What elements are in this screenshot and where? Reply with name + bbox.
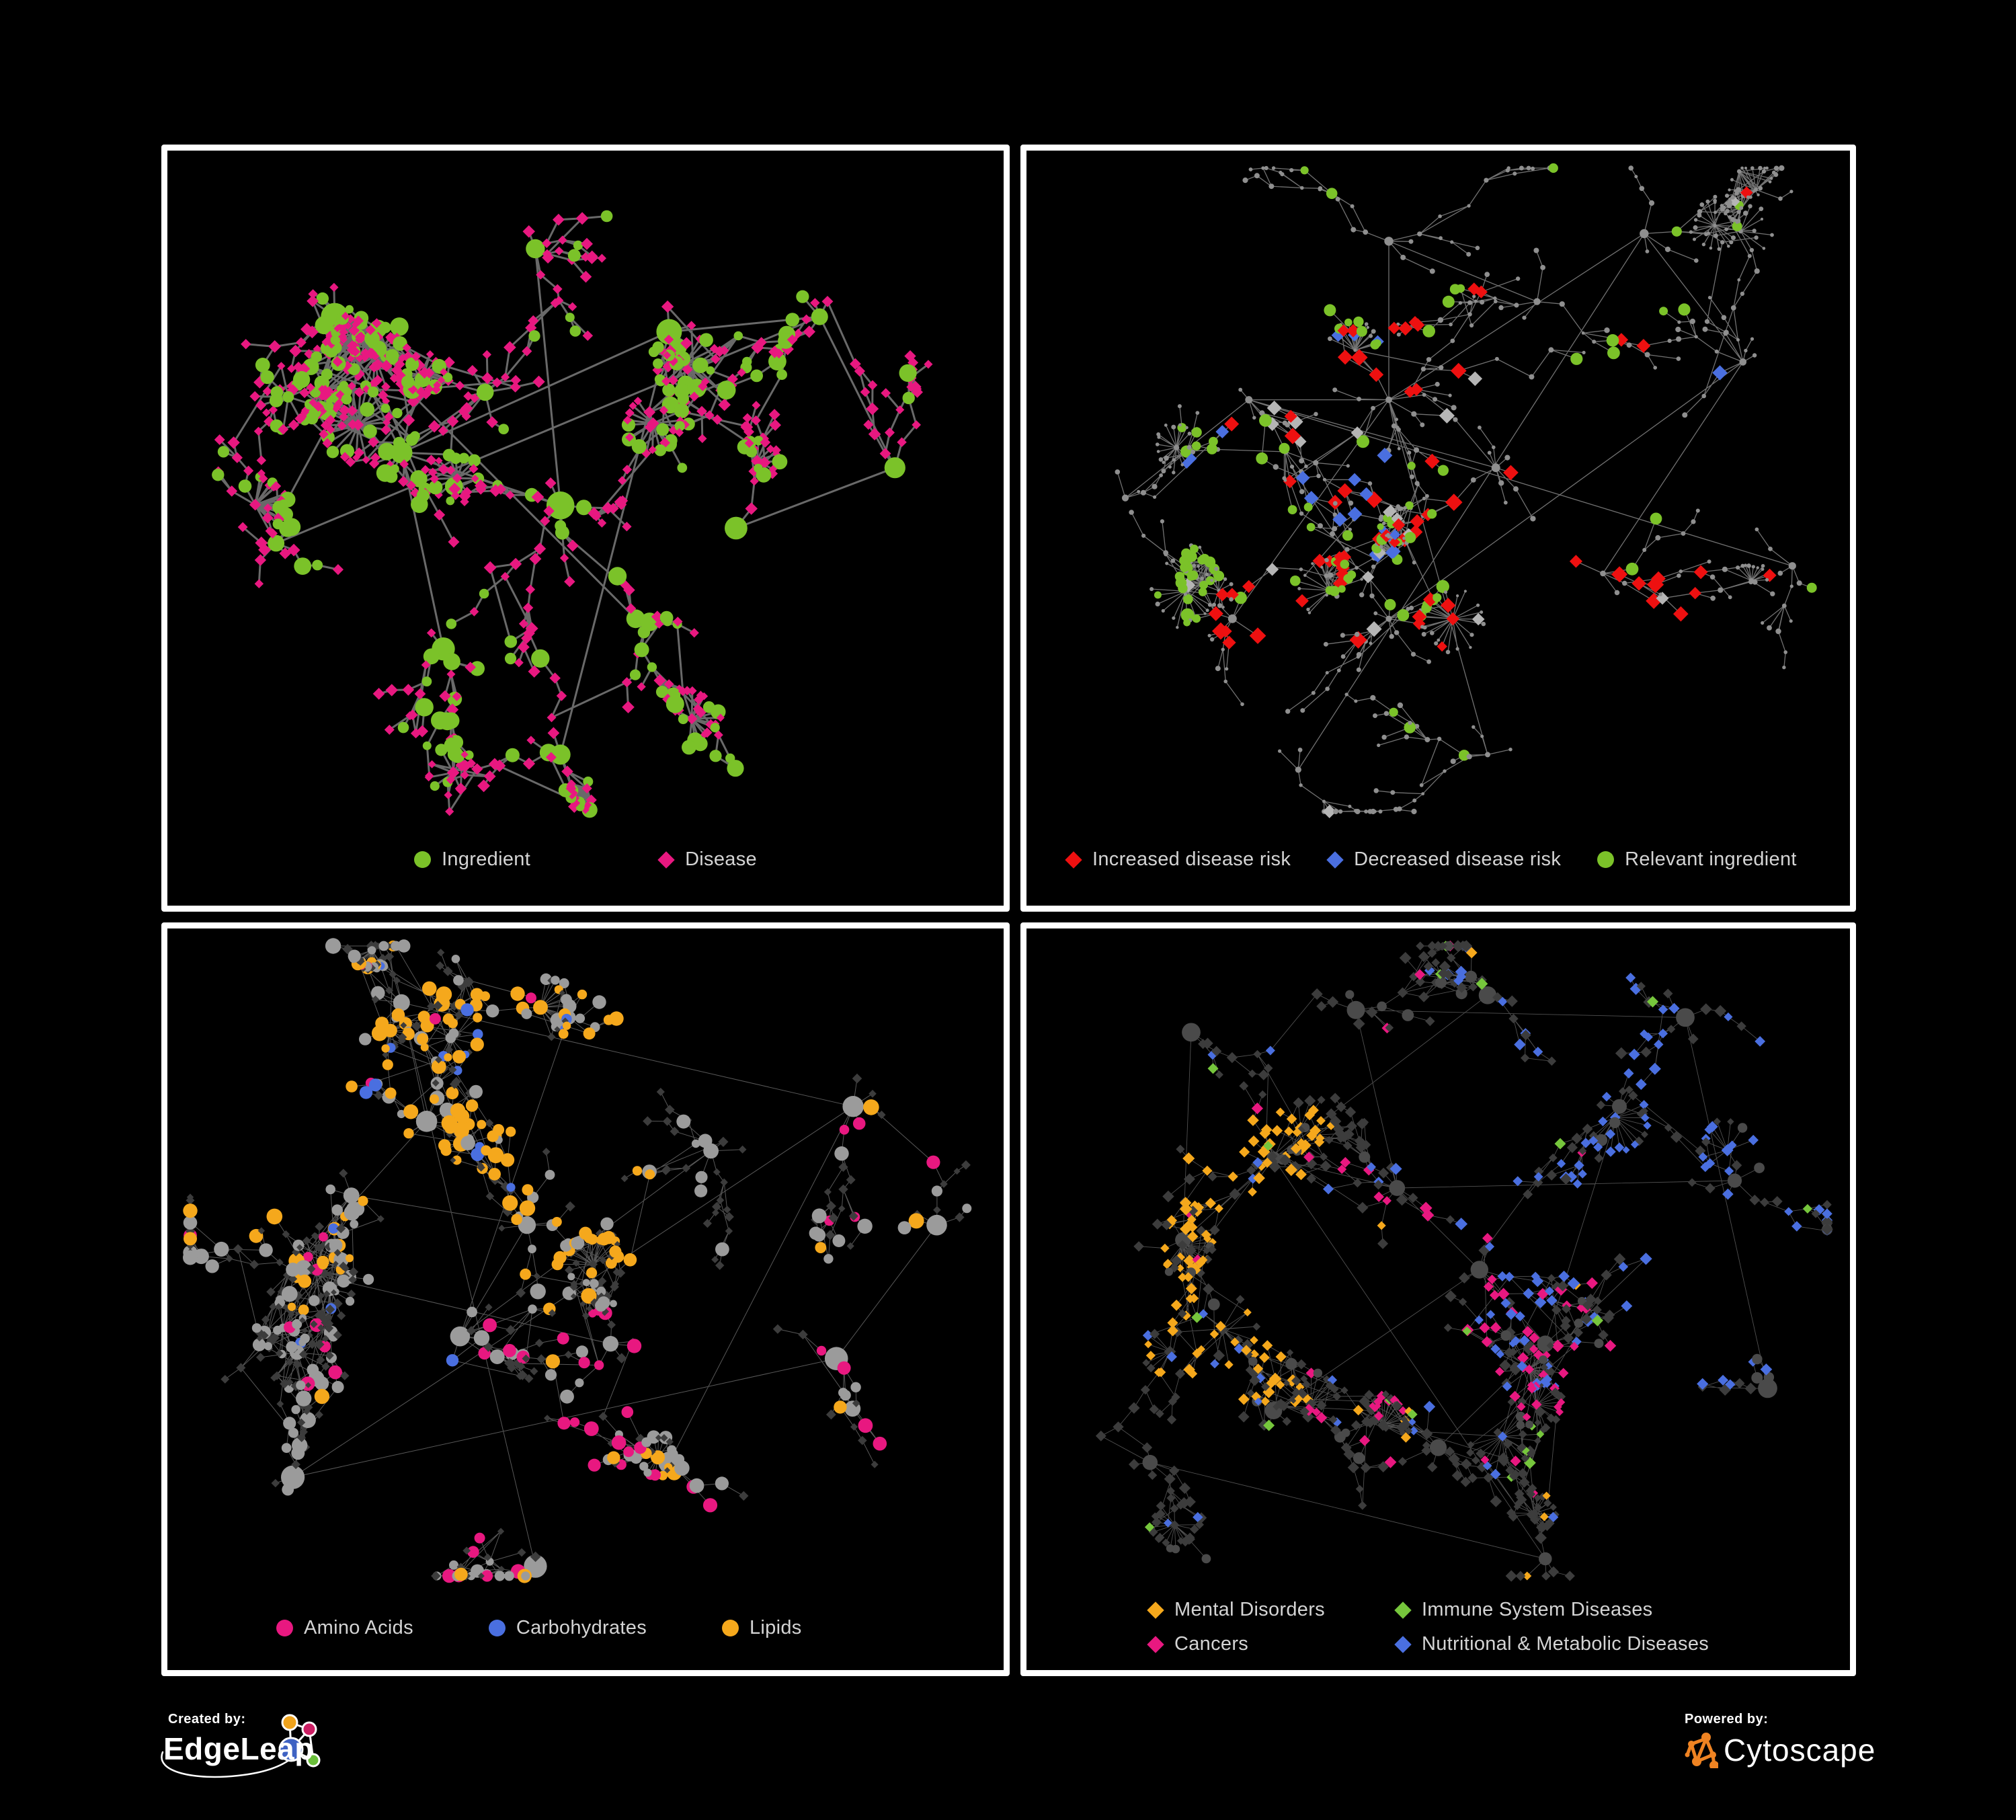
ingredient-disease-network xyxy=(212,210,933,818)
panel-ingredient-disease: Ingredient Disease xyxy=(161,145,1010,912)
cytoscape-wordmark: Cytoscape xyxy=(1724,1733,1876,1768)
macronutrient-network xyxy=(183,938,972,1583)
immune-diseases-diamond-icon xyxy=(1394,1601,1412,1619)
edgeleap-wordmark: EdgeLeap xyxy=(163,1731,314,1766)
carbohydrates-circle-icon xyxy=(488,1620,506,1636)
increased-risk-diamond-icon xyxy=(1065,850,1082,869)
legend-item-carbohydrates: Carbohydrates xyxy=(488,1617,647,1639)
panel-macronutrients: Amino Acids Carbohydrates Lipids xyxy=(161,922,1010,1676)
legend-item-disease: Disease xyxy=(657,848,757,871)
legend-item-immune-system-diseases: Immune System Diseases xyxy=(1394,1599,1709,1621)
edgeleap-logo: Created by: EdgeLeap xyxy=(153,1710,348,1791)
legend-label: Ingredient xyxy=(442,848,531,870)
legend-label: Lipids xyxy=(750,1617,802,1638)
legend-item-cancers: Cancers xyxy=(1147,1633,1395,1655)
legend-item-ingredient: Ingredient xyxy=(414,848,530,871)
powered-by-label: Powered by: xyxy=(1685,1712,1769,1727)
legend-label: Increased disease risk xyxy=(1092,848,1291,870)
amino-acids-circle-icon xyxy=(276,1620,293,1636)
ingredient-circle-icon xyxy=(414,851,432,868)
legend-label: Nutritional & Metabolic Diseases xyxy=(1422,1633,1709,1655)
legend-item-increased-risk: Increased disease risk xyxy=(1065,848,1291,871)
nutritional-metabolic-diamond-icon xyxy=(1394,1635,1412,1653)
legend-label: Cancers xyxy=(1174,1633,1249,1655)
cytoscape-logo: Powered by: Cytoscape xyxy=(1683,1710,1875,1781)
relevant-ingredient-circle-icon xyxy=(1597,851,1615,868)
disease-risk-network xyxy=(1115,163,1817,818)
created-by-label: Created by: xyxy=(168,1712,246,1727)
legend-label: Disease xyxy=(685,848,757,870)
disease-category-network xyxy=(1095,940,1833,1582)
legend-item-decreased-risk: Decreased disease risk xyxy=(1326,848,1562,871)
legend-disease-risk: Increased disease risk Decreased disease… xyxy=(1026,848,1850,871)
legend-item-relevant-ingredient: Relevant ingredient xyxy=(1597,848,1797,871)
legend-item-lipids: Lipids xyxy=(722,1617,802,1639)
legend-label: Mental Disorders xyxy=(1174,1599,1325,1620)
panel-disease-categories: Mental Disorders Immune System Diseases … xyxy=(1020,922,1856,1676)
legend-item-nutritional-metabolic-diseases: Nutritional & Metabolic Diseases xyxy=(1394,1633,1709,1655)
legend-macronutrients: Amino Acids Carbohydrates Lipids xyxy=(167,1617,1004,1639)
cytoscape-network-icon xyxy=(1685,1733,1718,1768)
panel-disease-risk: Increased disease risk Decreased disease… xyxy=(1020,145,1856,912)
legend-item-mental-disorders: Mental Disorders xyxy=(1147,1599,1395,1621)
disease-diamond-icon xyxy=(657,850,675,869)
legend-disease-categories: Mental Disorders Immune System Diseases … xyxy=(1147,1599,1709,1655)
legend-item-amino-acids: Amino Acids xyxy=(276,1617,413,1639)
cancers-diamond-icon xyxy=(1147,1635,1164,1653)
mental-disorders-diamond-icon xyxy=(1147,1601,1164,1619)
lipids-circle-icon xyxy=(722,1620,739,1636)
legend-label: Decreased disease risk xyxy=(1354,848,1562,870)
legend-label: Relevant ingredient xyxy=(1625,848,1797,870)
legend-label: Immune System Diseases xyxy=(1422,1599,1653,1620)
decreased-risk-diamond-icon xyxy=(1326,850,1344,869)
legend-label: Amino Acids xyxy=(304,1617,413,1638)
edgeleap-network-icon xyxy=(161,1714,321,1778)
legend-label: Carbohydrates xyxy=(516,1617,647,1638)
legend-ingredient-disease: Ingredient Disease xyxy=(167,848,1004,871)
